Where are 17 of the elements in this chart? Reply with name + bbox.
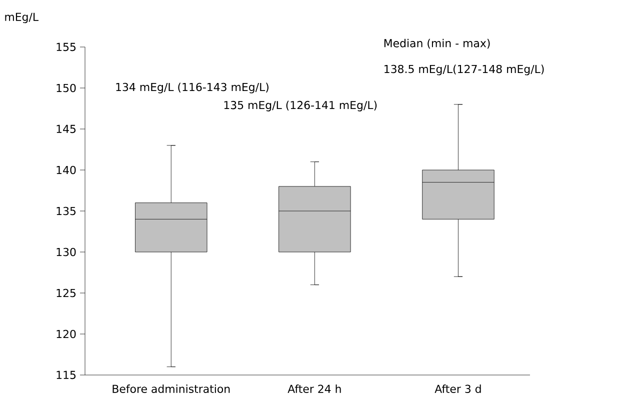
x-tick-label: After 24 h bbox=[288, 384, 341, 393]
y-tick-label: 155 bbox=[56, 42, 76, 52]
y-tick-label: 140 bbox=[56, 166, 76, 174]
y-tick-label: 135 bbox=[56, 206, 76, 216]
y-tick-label: 115 bbox=[56, 370, 76, 380]
x-tick-label: Before administration bbox=[112, 384, 230, 393]
y-tick-label: 130 bbox=[56, 248, 76, 256]
annotation: 134 mEg/L (116-143 mEg/L) bbox=[116, 82, 268, 94]
x-tick-label: After 3 d bbox=[434, 384, 481, 393]
annotation: Median (min - max) bbox=[384, 38, 490, 49]
y-axis-title: mEg/L bbox=[5, 12, 38, 24]
y-tick-label: 125 bbox=[56, 288, 76, 298]
annotation: 135 mEg/L (126-141 mEg/L) bbox=[224, 100, 377, 112]
y-tick-label: 150 bbox=[56, 84, 76, 92]
y-tick-label: 145 bbox=[56, 124, 76, 134]
y-tick-label: 120 bbox=[56, 330, 76, 338]
annotation: 138.5 mEg/L(127-148 mEg/L) bbox=[384, 64, 544, 76]
